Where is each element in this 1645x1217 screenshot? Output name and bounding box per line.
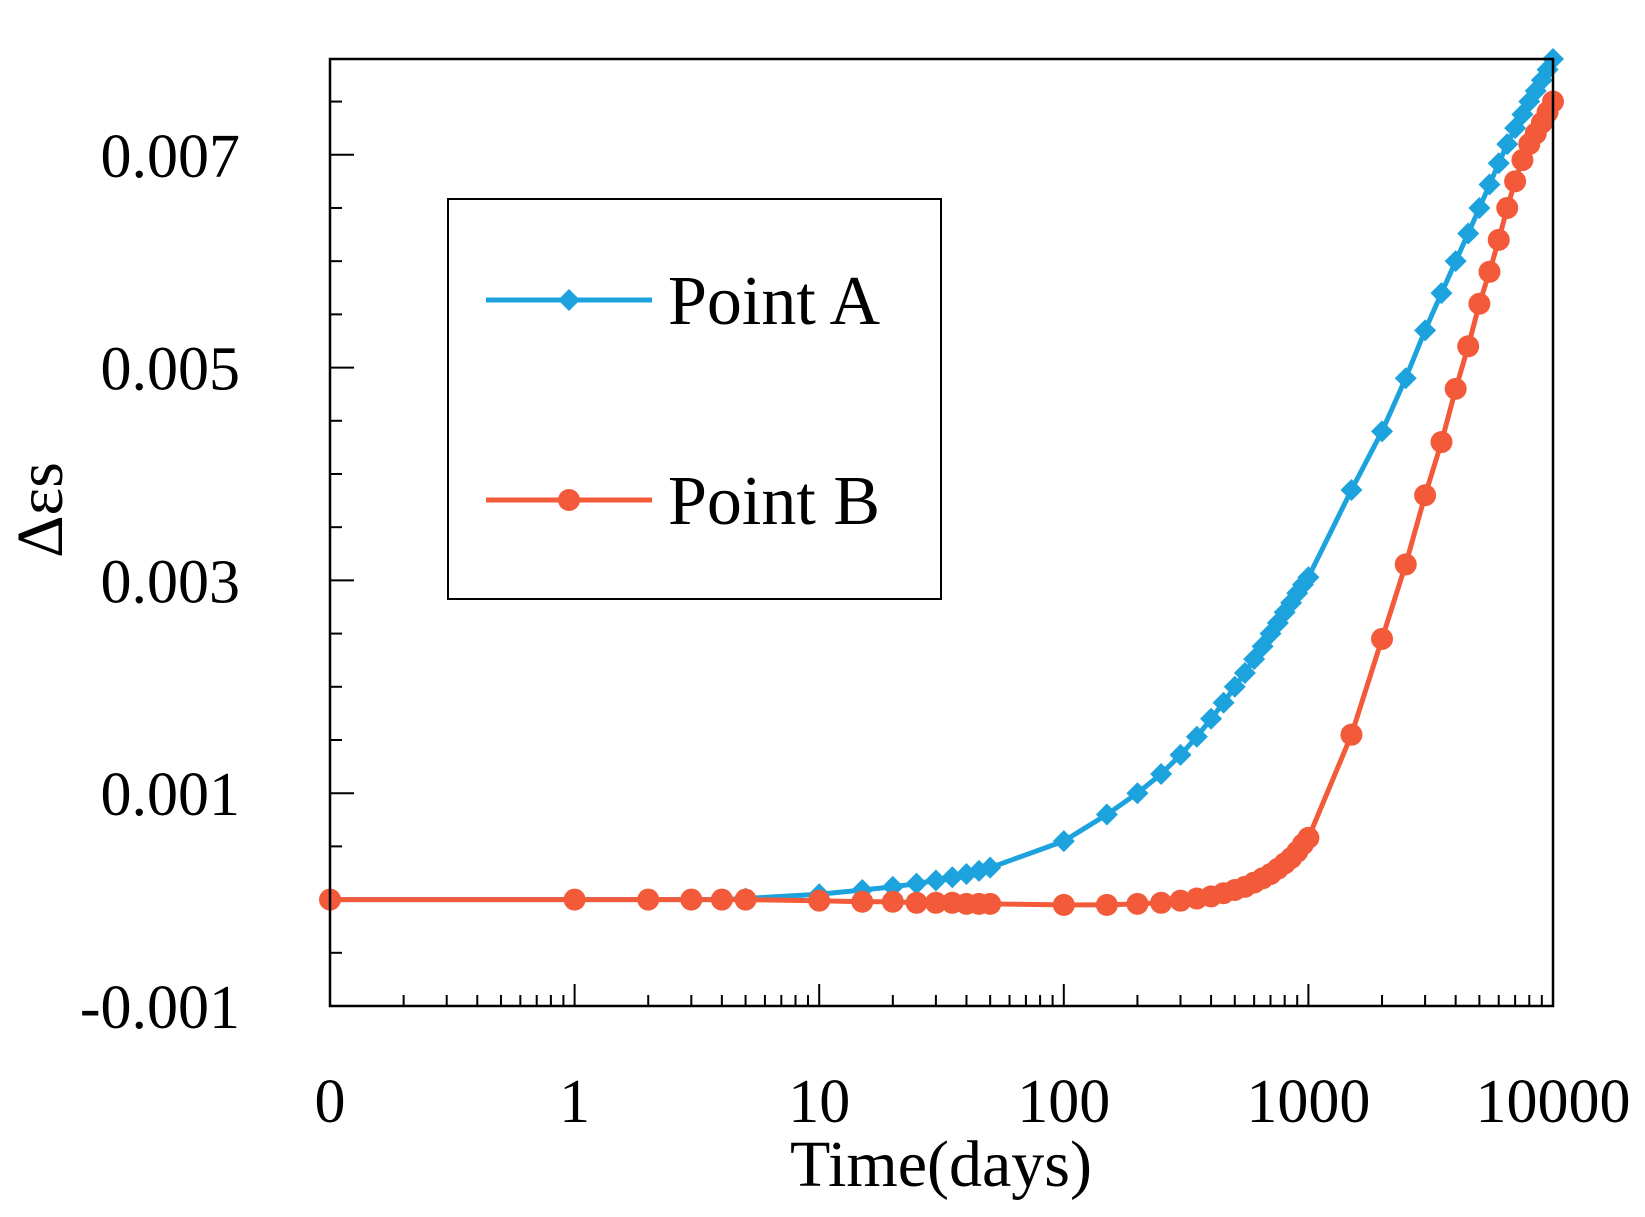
data-point: [808, 889, 831, 912]
data-point: [1430, 282, 1453, 305]
data-point: [1394, 553, 1417, 576]
plot-frame: [328, 57, 1555, 1008]
data-point: [1052, 893, 1075, 916]
legend: Point A Point B: [447, 198, 942, 600]
y-tick-label: -0.001: [80, 974, 240, 1042]
x-tick-label: 10000: [1476, 1068, 1631, 1136]
x-tick-label: 10: [788, 1068, 850, 1136]
data-point: [1052, 830, 1075, 853]
legend-label-point-b: Point B: [668, 463, 880, 540]
data-point: [1394, 367, 1417, 390]
x-tick-label: 100: [1017, 1068, 1110, 1136]
data-point: [905, 872, 928, 895]
data-point: [1468, 292, 1491, 315]
data-point: [1468, 196, 1491, 219]
tick-labels: 0 1 10 100 1000 10000 -0.001 0.001 0.003 0.005 0.0…: [80, 123, 1631, 1136]
data-point: [1496, 196, 1519, 219]
data-point: [1414, 319, 1437, 342]
data-point: [1126, 782, 1149, 805]
x-tick-label: 1: [559, 1068, 590, 1136]
data-point: [637, 888, 660, 911]
data-point: [710, 888, 733, 911]
data-point: [563, 888, 586, 911]
data-point: [1095, 803, 1118, 826]
x-tick-label: 0: [315, 1068, 346, 1136]
data-point: [979, 892, 1002, 915]
y-tick-label: 0.001: [101, 761, 241, 829]
x-tick-label: 1000: [1246, 1068, 1370, 1136]
y-tick-label: 0.003: [101, 548, 241, 616]
data-point: [1297, 826, 1320, 849]
y-tick-label: 0.005: [101, 336, 241, 404]
data-point: [1185, 725, 1208, 748]
data-point: [1487, 228, 1510, 251]
legend-label-point-a: Point A: [668, 263, 880, 340]
y-axis-title: Δεs: [4, 462, 77, 558]
data-point: [1371, 420, 1394, 443]
data-point: [1340, 723, 1363, 746]
data-point: [1223, 675, 1246, 698]
data-point: [1297, 566, 1320, 589]
data-point: [1371, 627, 1394, 650]
data-point: [1200, 707, 1223, 730]
data-point: [1457, 335, 1480, 358]
data-point: [851, 890, 874, 913]
data-point: [1169, 889, 1192, 912]
data-point: [924, 869, 947, 892]
legend-marker-point-b: [558, 489, 580, 511]
series-layer: [319, 48, 1564, 916]
data-point: [1478, 260, 1501, 283]
data-point: [905, 891, 928, 914]
data-point: [680, 888, 703, 911]
data-point: [1340, 478, 1363, 501]
data-point: [979, 856, 1002, 879]
data-point: [1414, 484, 1437, 507]
y-tick-label: 0.007: [101, 123, 241, 191]
data-point: [1444, 377, 1467, 400]
series-point-b: [319, 90, 1564, 916]
data-point: [1150, 763, 1173, 786]
data-point: [1430, 431, 1453, 454]
data-point: [924, 891, 947, 914]
data-point: [1150, 891, 1173, 914]
legend-box: [447, 198, 942, 600]
data-point: [1212, 691, 1235, 714]
x-axis-title: Time(days): [790, 1128, 1092, 1201]
data-point: [1457, 222, 1480, 245]
data-point: [881, 890, 904, 913]
data-point: [734, 888, 757, 911]
data-point: [1504, 170, 1527, 193]
data-point: [1487, 152, 1510, 175]
data-point: [1444, 250, 1467, 273]
legend-marker-point-a: [558, 289, 580, 311]
data-point: [1095, 893, 1118, 916]
data-point: [1169, 743, 1192, 766]
data-point: [1126, 892, 1149, 915]
data-point: [1478, 173, 1501, 196]
data-point: [1233, 661, 1256, 684]
data-point: [1496, 133, 1519, 156]
